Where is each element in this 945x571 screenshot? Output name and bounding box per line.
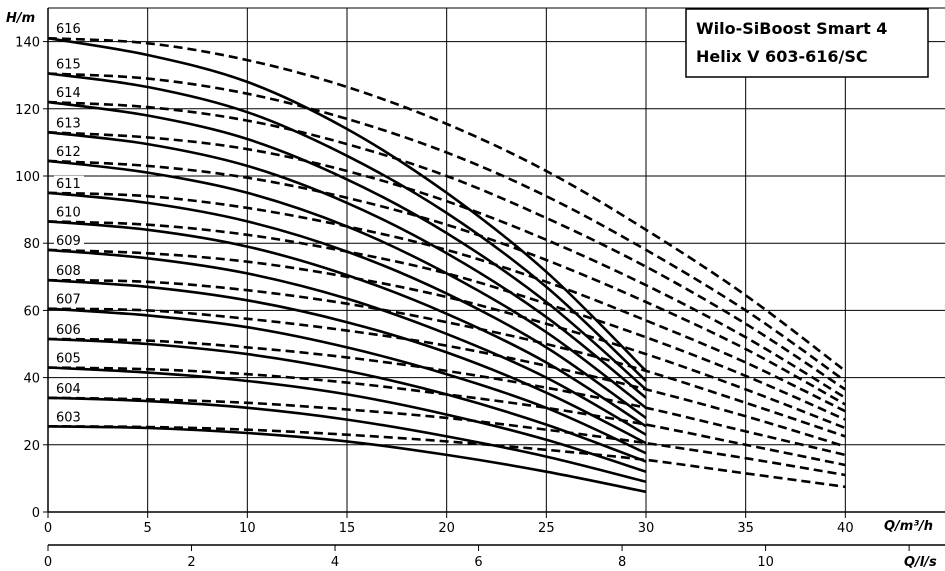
x2-tick-label: 8 xyxy=(618,555,626,570)
series-610-solid-line xyxy=(47,220,647,428)
series-604-solid-line xyxy=(47,396,647,484)
series-label-bg xyxy=(54,175,84,190)
x2-tick-label: 2 xyxy=(187,555,195,570)
x-tick-label: 0 xyxy=(44,521,52,536)
x-axis-label: Q/m³/h xyxy=(884,519,933,534)
series-label-bg xyxy=(54,115,84,130)
series-616-dashed-line xyxy=(47,36,847,372)
x-tick-label: 40 xyxy=(837,521,854,536)
series-613-label: 613 xyxy=(56,116,81,131)
series-614-solid-line xyxy=(47,100,647,391)
y-tick-label: 80 xyxy=(23,237,40,252)
title-box-frame xyxy=(685,8,929,78)
x2-axis-label: Q/l/s xyxy=(904,555,937,570)
x-tick-label: 25 xyxy=(538,521,555,536)
series-label-bg xyxy=(54,291,84,306)
series-614-label: 614 xyxy=(56,86,81,101)
series-label-bg xyxy=(54,204,84,219)
x2-tick-label: 4 xyxy=(331,555,339,570)
series-603-dashed-line xyxy=(47,425,846,489)
series-615-label: 615 xyxy=(56,58,81,73)
series-612-label: 612 xyxy=(56,145,81,160)
title-box: Wilo-SiBoost Smart 4 Helix V 603-616/SC xyxy=(685,8,929,78)
series-608-label: 608 xyxy=(56,264,81,279)
series-607-dashed-line xyxy=(47,307,846,448)
series-610-label: 610 xyxy=(56,205,81,220)
curve-labels: 603 604 605 606 607 608 609 610 611 612 613 614 615 6… xyxy=(54,21,84,425)
series-611-solid-line xyxy=(47,191,647,419)
series-604-dashed-line xyxy=(47,396,846,477)
series-609-dashed-line xyxy=(47,248,846,430)
y-tick-label: 40 xyxy=(23,372,40,387)
series-604-label: 604 xyxy=(56,382,81,397)
series-615-solid-line xyxy=(47,72,647,382)
x-tick-label: 10 xyxy=(239,521,256,536)
series-603-solid-line xyxy=(47,425,647,494)
series-607-label: 607 xyxy=(56,293,81,308)
series-611-label: 611 xyxy=(56,177,81,192)
series-605-solid-line xyxy=(47,366,647,473)
series-614-dashed-line xyxy=(47,100,847,391)
axes: 0 5 10 15 20 25 30 35 40 0 20 40 60 80 100 120 140 0 2 4 6 8 1… xyxy=(15,8,945,570)
y-tick-label: 20 xyxy=(23,439,40,454)
series-613-solid-line xyxy=(47,131,647,399)
x2-tick-label: 6 xyxy=(474,555,482,570)
series-616-solid-line xyxy=(47,36,647,372)
series-label-bg xyxy=(54,56,84,71)
y-tick-label: 0 xyxy=(32,506,40,521)
series-611-dashed-line xyxy=(47,191,846,413)
series-609-solid-line xyxy=(47,248,647,436)
x2-tick-label: 10 xyxy=(757,555,774,570)
curves xyxy=(47,36,847,494)
series-608-solid-line xyxy=(47,278,647,445)
series-609-label: 609 xyxy=(56,234,81,249)
y-tick-label: 140 xyxy=(15,36,40,51)
series-label-bg xyxy=(54,263,84,278)
series-615-dashed-line xyxy=(47,72,847,383)
series-606-label: 606 xyxy=(56,323,81,338)
series-612-solid-line xyxy=(47,159,647,409)
series-label-bg xyxy=(54,85,84,100)
x-tick-label: 30 xyxy=(638,521,655,536)
series-label-bg xyxy=(54,380,84,395)
series-606-dashed-line xyxy=(47,337,846,457)
chart-title-line-2: Helix V 603-616/SC xyxy=(696,47,868,66)
series-606-solid-line xyxy=(47,337,647,463)
y-tick-label: 60 xyxy=(23,304,40,319)
series-607-solid-line xyxy=(47,307,647,455)
x2-tick-label: 0 xyxy=(44,555,52,570)
series-label-bg xyxy=(54,350,84,365)
series-603-label: 603 xyxy=(56,410,81,425)
series-label-bg xyxy=(54,409,84,424)
x-tick-label: 5 xyxy=(144,521,152,536)
series-label-bg xyxy=(54,232,84,247)
series-613-dashed-line xyxy=(47,131,846,399)
series-label-bg xyxy=(54,143,84,158)
series-label-bg xyxy=(54,321,84,336)
series-605-label: 605 xyxy=(56,352,81,367)
series-610-dashed-line xyxy=(47,220,846,421)
x-tick-label: 15 xyxy=(339,521,356,536)
x-tick-label: 20 xyxy=(438,521,455,536)
y-axis-label: H/m xyxy=(6,11,35,26)
y-tick-label: 120 xyxy=(15,103,40,118)
series-label-bg xyxy=(54,21,84,36)
y-tick-label: 100 xyxy=(15,170,40,185)
x-tick-label: 35 xyxy=(737,521,754,536)
series-616-label: 616 xyxy=(56,22,81,37)
chart-title-line-1: Wilo-SiBoost Smart 4 xyxy=(696,19,887,38)
